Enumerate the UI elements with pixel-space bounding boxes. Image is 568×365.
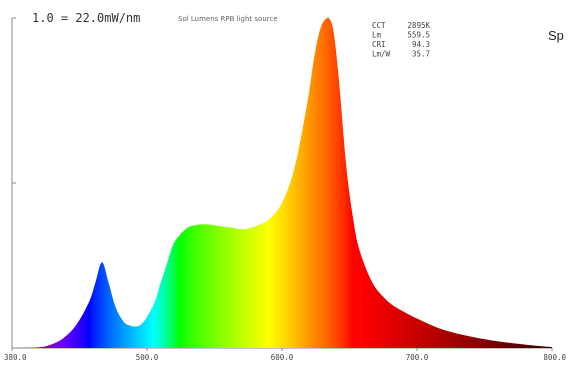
stat-value: 2895K	[407, 21, 430, 30]
x-tick-label: 600.0	[271, 353, 294, 362]
spectrum-area	[12, 17, 552, 348]
stat-label: Lm/W	[372, 50, 391, 59]
partial-heading: Sp	[548, 28, 564, 43]
stat-label: Lm	[372, 31, 382, 40]
x-tick-label: 700.0	[406, 353, 429, 362]
plot-area	[12, 17, 552, 348]
stat-value: 94.3	[412, 40, 430, 49]
x-tick-label: 500.0	[136, 353, 159, 362]
x-axis-ticks: 380.0 500.0 600.0 700.0 800.0	[4, 348, 566, 362]
chart-subtitle: Sol Lumens RPB light source	[178, 15, 278, 23]
x-tick-label: 380.0	[4, 353, 27, 362]
stat-label: CCT	[372, 21, 386, 30]
stat-value: 35.7	[412, 50, 430, 59]
x-tick-label: 800.0	[543, 353, 566, 362]
stat-value: 559.5	[407, 31, 430, 40]
stat-label: CRI	[372, 40, 386, 49]
photometric-stats: CCT 2895K Lm 559.5 CRI 94.3 Lm/W 35.7	[372, 21, 430, 59]
y-axis-ticks	[12, 17, 16, 349]
chart-title: 1.0 = 22.0mW/nm	[32, 11, 140, 25]
